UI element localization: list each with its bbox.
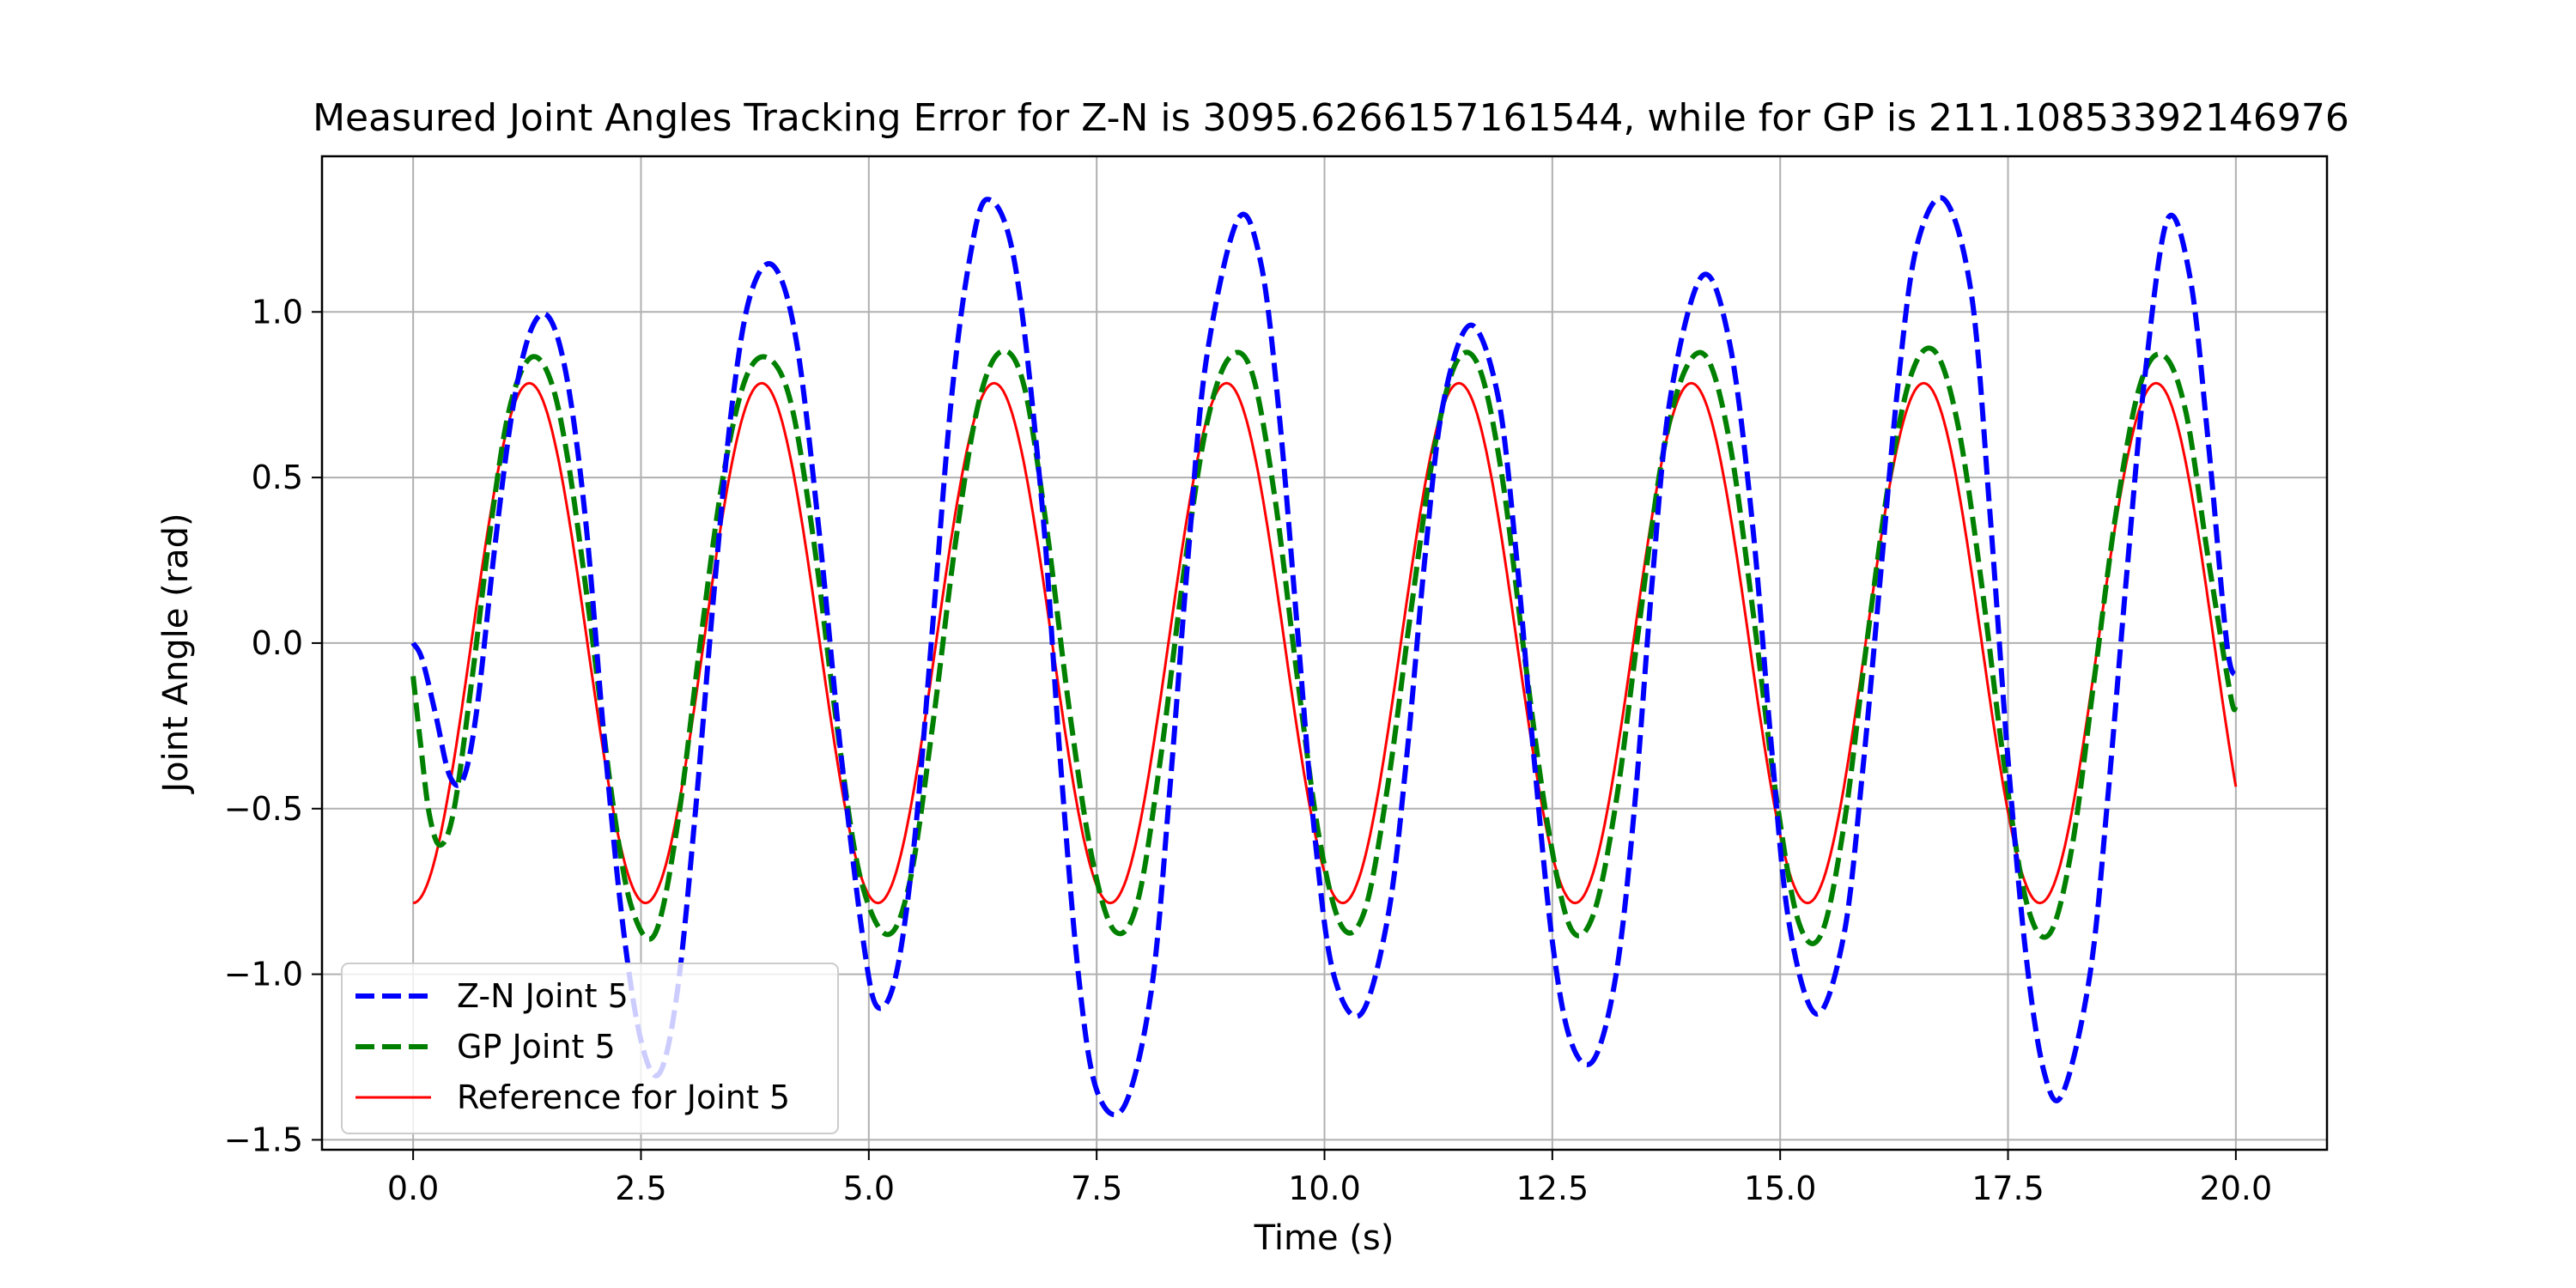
legend: Z-N Joint 5 GP Joint 5 Reference for Joint… [341, 963, 839, 1134]
y-axis: −1.5 −1.0 −0.5 0.0 0.5 1.0 [224, 293, 322, 1158]
legend-box [341, 963, 839, 1134]
x-tick-label: 17.5 [1971, 1170, 2044, 1207]
grid [322, 156, 2327, 1150]
series-line-zn [410, 195, 2239, 1118]
y-tick-label: 0.0 [252, 624, 303, 662]
chart-title: Measured Joint Angles Tracking Error for… [313, 96, 2349, 140]
y-tick-label: 1.0 [252, 293, 303, 331]
y-tick-label: −1.0 [224, 956, 303, 993]
x-tick-label: 2.5 [615, 1170, 666, 1207]
y-tick-label: −1.5 [224, 1121, 303, 1158]
x-tick-label: 15.0 [1744, 1170, 1817, 1207]
legend-label: Z-N Joint 5 [457, 977, 629, 1015]
x-tick-label: 10.0 [1288, 1170, 1361, 1207]
x-tick-label: 5.0 [843, 1170, 895, 1207]
series-group [410, 195, 2239, 1118]
y-axis-label: Joint Angle (rad) [156, 513, 196, 794]
x-axis-label: Time (s) [1254, 1218, 1394, 1258]
legend-label: GP Joint 5 [457, 1028, 616, 1066]
x-tick-label: 7.5 [1071, 1170, 1122, 1207]
y-tick-label: −0.5 [224, 790, 303, 828]
x-axis: 0.0 2.5 5.0 7.5 10.0 12.5 15.0 17.5 20.0 [387, 1150, 2272, 1207]
legend-label: Reference for Joint 5 [457, 1078, 790, 1116]
x-tick-label: 12.5 [1516, 1170, 1589, 1207]
x-tick-label: 20.0 [2200, 1170, 2273, 1207]
y-tick-label: 0.5 [252, 459, 303, 496]
x-tick-label: 0.0 [387, 1170, 439, 1207]
